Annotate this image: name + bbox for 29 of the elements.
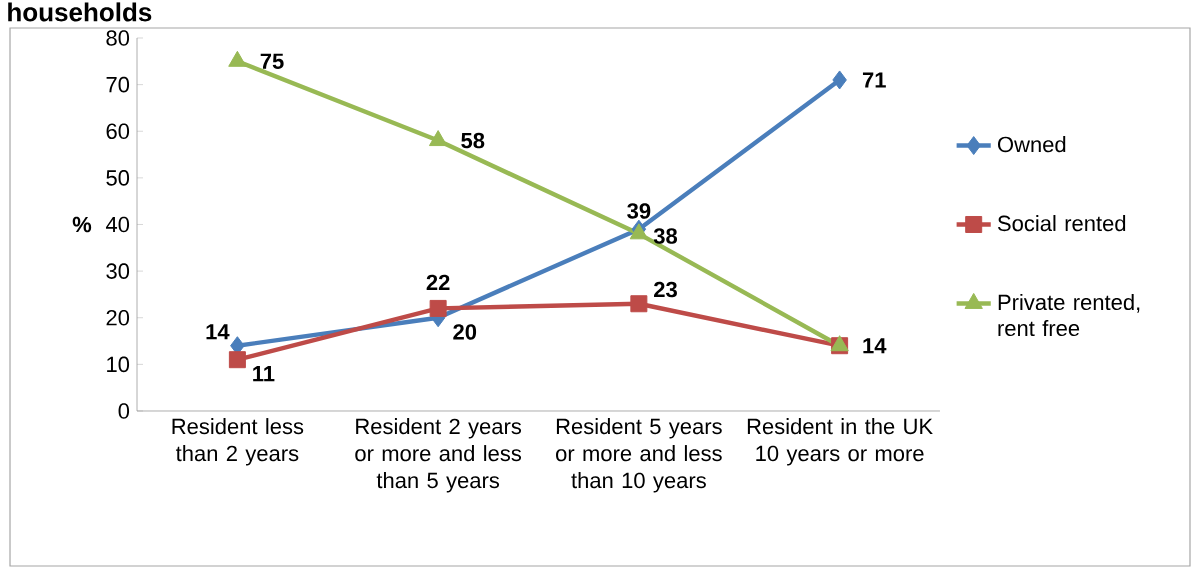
- x-tick-label: Resident in the UK 10 years or more: [747, 418, 933, 466]
- y-tick-label: 0: [118, 403, 130, 419]
- legend-label: Owned: [997, 136, 1066, 153]
- data-label: 39: [627, 203, 651, 219]
- y-tick-label: 80: [106, 30, 130, 46]
- data-label: 14: [206, 324, 230, 340]
- x-tick-label: Resident 2 years or more and less than 5 years: [355, 418, 522, 493]
- legend-label: Private rented, rent free: [998, 293, 1140, 337]
- data-label: 20: [453, 324, 477, 340]
- x-tick-label: Resident 5 years or more and less than 10 years: [556, 418, 722, 493]
- y-tick-label: 40: [105, 216, 130, 233]
- data-label: 11: [253, 366, 275, 382]
- data-label: 14: [863, 338, 887, 354]
- data-label: 22: [426, 274, 450, 291]
- data-label: 75: [260, 53, 284, 69]
- x-tick-label: Resident less than 2 years: [172, 418, 304, 466]
- y-tick-label: 70: [106, 76, 130, 93]
- data-label: 58: [461, 132, 485, 149]
- chart-title: households: [8, 2, 152, 22]
- y-tick-label: 20: [106, 309, 130, 326]
- y-axis-title: %: [72, 216, 92, 233]
- data-label: 71: [862, 72, 886, 88]
- data-label: 38: [653, 228, 678, 244]
- y-tick-label: 50: [106, 170, 130, 186]
- legend-label: Social rented: [997, 215, 1126, 232]
- y-tick-label: 30: [106, 263, 130, 279]
- y-tick-label: 60: [106, 123, 130, 140]
- y-tick-label: 10: [107, 356, 130, 373]
- data-label: 23: [654, 281, 677, 298]
